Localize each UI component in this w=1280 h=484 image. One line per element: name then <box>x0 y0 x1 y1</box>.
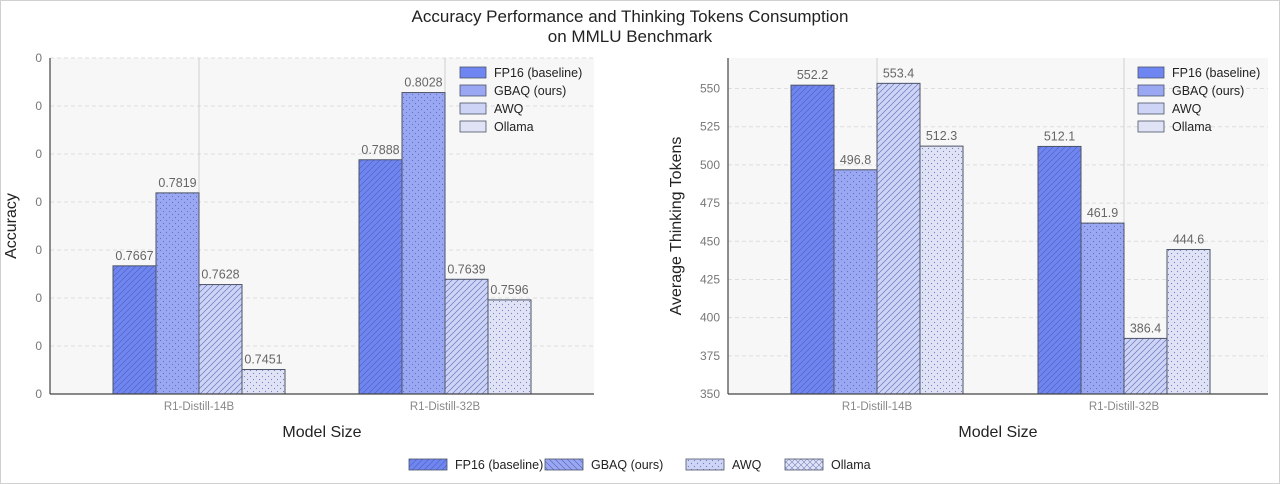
in-plot-legend: FP16 (baseline) GBAQ (ours) AWQ Ollama <box>459 66 582 134</box>
y-tick-label: 0 <box>35 147 42 161</box>
legend-swatch <box>1137 84 1165 97</box>
x-axis-label: Model Size <box>958 424 1037 441</box>
bar-value-label: 0.7628 <box>201 268 239 282</box>
y-axis-label: Average Thinking Tokens <box>668 137 685 316</box>
y-tick-label: 0 <box>35 339 42 353</box>
y-tick-label: 0 <box>35 51 42 65</box>
y-tick-label: 0 <box>35 291 42 305</box>
bar-value-label: 0.7819 <box>158 176 196 190</box>
bottom-legend-label: FP16 (baseline) <box>455 458 543 472</box>
bar-ollama-0 <box>241 369 286 395</box>
y-tick-label: 475 <box>700 196 720 210</box>
bar-fp16-baseline--0 <box>790 84 835 395</box>
legend-label: FP16 (baseline) <box>1172 66 1260 80</box>
bar-value-label: 0.8028 <box>404 76 442 90</box>
y-axis-label: Accuracy <box>3 193 20 259</box>
y-tick-label: 0 <box>35 195 42 209</box>
x-tick-label: R1-Distill-32B <box>410 401 481 413</box>
bar-awq-0 <box>198 284 243 395</box>
bottom-legend-label: GBAQ (ours) <box>591 458 663 472</box>
bar-fp16-baseline--0 <box>112 265 157 395</box>
x-tick-label: R1-Distill-32B <box>1089 401 1160 413</box>
bottom-legend-swatch <box>544 458 584 471</box>
bar-ollama-0 <box>919 145 964 395</box>
bar-fp16-baseline--1 <box>1037 145 1082 395</box>
y-tick-label: 550 <box>700 82 720 96</box>
bar-value-label: 0.7639 <box>447 262 485 276</box>
bar-gbaq-ours--0 <box>833 169 878 395</box>
y-tick-label: 0 <box>35 387 42 401</box>
legend-label: GBAQ (ours) <box>1172 84 1244 98</box>
bar-value-label: 386.4 <box>1130 321 1161 335</box>
bar-value-label: 444.6 <box>1173 233 1204 247</box>
legend-label: GBAQ (ours) <box>494 84 566 98</box>
bar-value-label: 512.3 <box>926 129 957 143</box>
legend-label: AWQ <box>1172 102 1202 116</box>
y-tick-label: 375 <box>700 349 720 363</box>
legend-swatch <box>459 102 487 115</box>
figure-title-line2: on MMLU Benchmark <box>548 27 713 46</box>
bar-value-label: 553.4 <box>883 66 914 80</box>
thinking-tokens-chart: 350 375 400 425 450 475 500 525 550 552.2 512.1 496… <box>668 58 1268 441</box>
y-tick-label: 525 <box>700 120 720 134</box>
bar-gbaq-ours--1 <box>1080 222 1125 395</box>
bottom-legend-swatch <box>408 458 448 471</box>
legend-label: FP16 (baseline) <box>494 66 582 80</box>
bar-awq-0 <box>876 82 921 395</box>
y-tick-label: 400 <box>700 311 720 325</box>
y-tick-label: 500 <box>700 158 720 172</box>
figure-title-line1: Accuracy Performance and Thinking Tokens… <box>412 7 849 26</box>
y-tick-label: 450 <box>700 234 720 248</box>
legend-swatch <box>459 120 487 133</box>
legend-label: Ollama <box>494 120 534 134</box>
bar-value-label: 0.7451 <box>244 353 282 367</box>
bar-fp16-baseline--1 <box>358 159 403 395</box>
in-plot-legend: FP16 (baseline) GBAQ (ours) AWQ Ollama <box>1137 66 1260 134</box>
accuracy-chart: 0 0 0 0 0 0 0 0 0.7667 0.7888 0.7819 0.8028 0.7628 0.… <box>3 51 594 441</box>
legend-swatch <box>1137 66 1165 79</box>
y-tick-label: 0 <box>35 243 42 257</box>
bar-value-label: 512.1 <box>1044 129 1075 143</box>
bar-value-label: 461.9 <box>1087 206 1118 220</box>
bar-ollama-1 <box>1166 249 1211 395</box>
bottom-legend-label: AWQ <box>732 458 762 472</box>
bar-awq-1 <box>1123 337 1168 395</box>
bar-value-label: 496.8 <box>840 153 871 167</box>
bottom-legend-swatch <box>685 458 725 471</box>
y-tick-label: 0 <box>35 99 42 113</box>
y-tick-label: 350 <box>700 387 720 401</box>
bar-ollama-1 <box>487 299 532 395</box>
bar-gbaq-ours--1 <box>401 92 446 395</box>
bar-value-label: 0.7888 <box>361 143 399 157</box>
x-tick-label: R1-Distill-14B <box>164 401 235 413</box>
bar-value-label: 552.2 <box>797 68 828 82</box>
legend-label: Ollama <box>1172 120 1212 134</box>
bottom-legend: FP16 (baseline) GBAQ (ours) AWQ Ollama <box>408 458 871 472</box>
legend-swatch <box>459 66 487 79</box>
legend-label: AWQ <box>494 102 524 116</box>
legend-swatch <box>1137 120 1165 133</box>
bottom-legend-label: Ollama <box>831 458 871 472</box>
bottom-legend-swatch <box>784 458 824 471</box>
bar-value-label: 0.7596 <box>490 283 528 297</box>
legend-swatch <box>459 84 487 97</box>
bar-gbaq-ours--0 <box>155 192 200 395</box>
x-axis-label: Model Size <box>282 424 361 441</box>
bar-awq-1 <box>444 278 489 395</box>
legend-swatch <box>1137 102 1165 115</box>
bar-value-label: 0.7667 <box>115 249 153 263</box>
y-tick-label: 425 <box>700 272 720 286</box>
x-tick-label: R1-Distill-14B <box>842 401 913 413</box>
